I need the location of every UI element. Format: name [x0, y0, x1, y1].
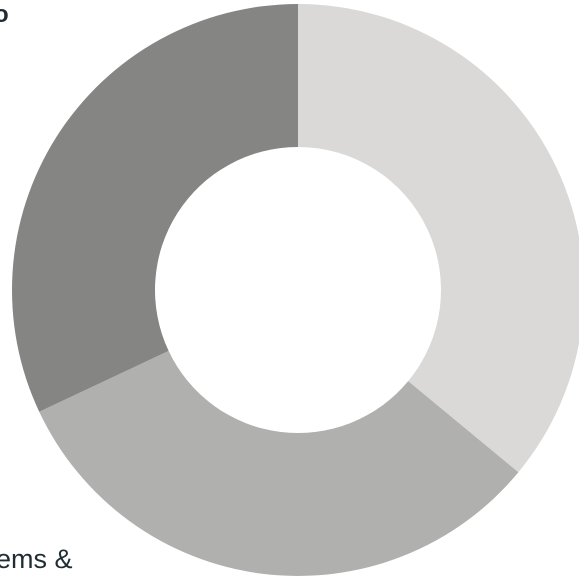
clipped-label-top-left: o: [0, 1, 9, 28]
clipped-label-bottom-left: ems &: [0, 544, 73, 574]
donut-slices: [11, 4, 579, 576]
donut-slice-1: [298, 4, 579, 473]
donut-slice-2: [39, 350, 519, 576]
donut-slice-3: [11, 4, 298, 412]
